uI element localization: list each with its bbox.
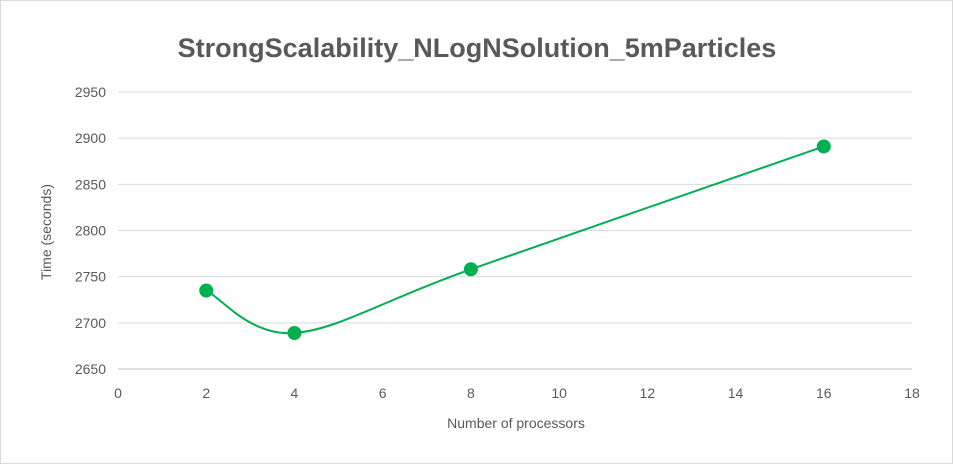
x-tick-label-14: 14 [728,385,744,401]
x-tick-label-18: 18 [904,385,920,401]
y-tick-label-2950: 2950 [75,84,106,100]
x-tick-label-0: 0 [114,385,122,401]
x-tick-label-12: 12 [640,385,656,401]
data-point-8 [463,262,478,277]
x-tick-labels: 0 2 4 6 8 10 12 14 16 18 [114,385,920,401]
chart-title: StrongScalability_NLogNSolution_5mPartic… [178,33,777,63]
x-tick-label-10: 10 [551,385,567,401]
series-layer [199,139,831,340]
y-tick-labels: 2650 2700 2750 2800 2850 2900 2950 [75,84,106,377]
x-tick-label-2: 2 [202,385,210,401]
y-tick-label-2650: 2650 [75,361,106,377]
x-axis-label: Number of processors [447,415,585,431]
x-tick-label-8: 8 [467,385,475,401]
gridlines [118,91,912,324]
x-tick-label-6: 6 [379,385,387,401]
y-tick-label-2850: 2850 [75,176,106,192]
y-tick-label-2800: 2800 [75,223,106,239]
data-point-2 [199,283,214,298]
series-line-0 [205,145,825,335]
y-tick-label-2900: 2900 [75,130,106,146]
x-tick-label-16: 16 [816,385,832,401]
y-tick-label-2700: 2700 [75,315,106,331]
x-tick-label-4: 4 [291,385,299,401]
data-point-4 [287,325,302,340]
y-tick-label-2750: 2750 [75,269,106,285]
y-axis-label: Time (seconds) [38,184,54,280]
data-point-16 [816,139,831,154]
